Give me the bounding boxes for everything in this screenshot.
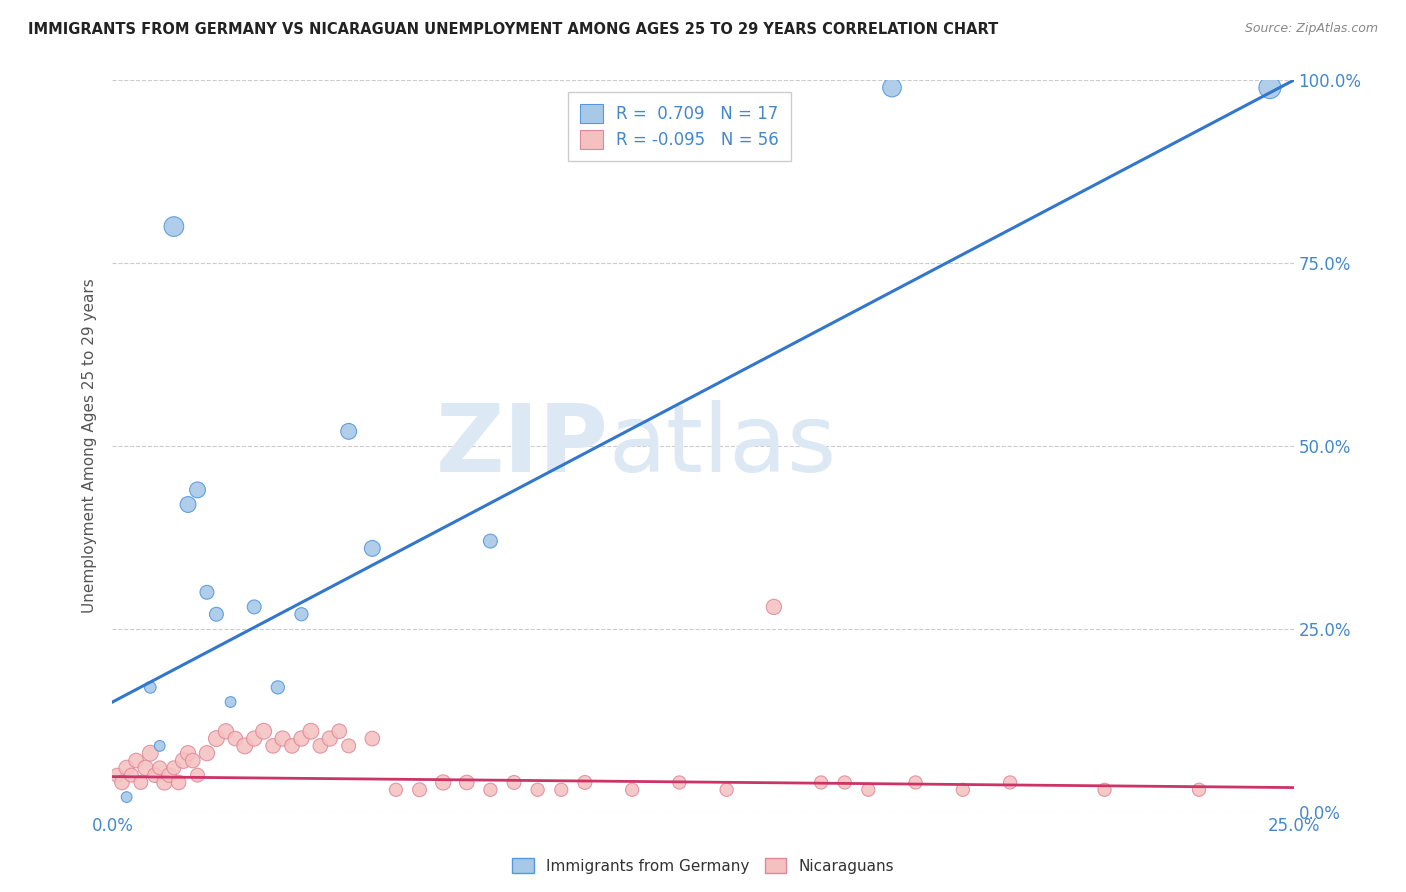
Point: [205, 731, 228, 746]
Point: [281, 739, 304, 753]
Point: [337, 739, 360, 753]
Point: [135, 761, 157, 775]
Point: [762, 599, 785, 614]
Point: [479, 534, 502, 549]
Point: [163, 761, 186, 775]
Point: [149, 739, 172, 753]
Point: [998, 775, 1021, 789]
Point: [290, 731, 312, 746]
Point: [186, 768, 208, 782]
Point: [167, 775, 190, 789]
Point: [574, 775, 596, 789]
Point: [253, 724, 276, 739]
Point: [858, 782, 880, 797]
Legend: R =  0.709   N = 17, R = -0.095   N = 56: R = 0.709 N = 17, R = -0.095 N = 56: [568, 92, 790, 161]
Point: [181, 754, 204, 768]
Point: [125, 754, 148, 768]
Point: [408, 782, 430, 797]
Point: [952, 782, 974, 797]
Point: [177, 498, 200, 512]
Point: [904, 775, 927, 789]
Point: [1094, 782, 1116, 797]
Point: [621, 782, 644, 797]
Point: [290, 607, 312, 622]
Point: [243, 599, 266, 614]
Point: [810, 775, 832, 789]
Point: [1258, 80, 1281, 95]
Point: [328, 724, 350, 739]
Point: [834, 775, 856, 789]
Point: [262, 739, 284, 753]
Point: [215, 724, 238, 739]
Point: [139, 681, 162, 695]
Point: [456, 775, 478, 789]
Point: [526, 782, 548, 797]
Point: [309, 739, 332, 753]
Point: [271, 731, 294, 746]
Point: [163, 219, 186, 234]
Point: [120, 768, 142, 782]
Point: [267, 681, 290, 695]
Legend: Immigrants from Germany, Nicaraguans: Immigrants from Germany, Nicaraguans: [506, 852, 900, 880]
Point: [479, 782, 502, 797]
Point: [716, 782, 738, 797]
Point: [195, 585, 218, 599]
Point: [668, 775, 690, 789]
Point: [299, 724, 322, 739]
Point: [243, 731, 266, 746]
Point: [880, 80, 903, 95]
Point: [115, 790, 138, 805]
Point: [149, 761, 172, 775]
Point: [172, 754, 194, 768]
Point: [143, 768, 166, 782]
Point: [111, 775, 134, 789]
Text: ZIP: ZIP: [436, 400, 609, 492]
Point: [219, 695, 242, 709]
Point: [385, 782, 408, 797]
Point: [205, 607, 228, 622]
Point: [115, 761, 138, 775]
Point: [1188, 782, 1211, 797]
Y-axis label: Unemployment Among Ages 25 to 29 years: Unemployment Among Ages 25 to 29 years: [82, 278, 97, 614]
Point: [550, 782, 572, 797]
Point: [319, 731, 342, 746]
Point: [157, 768, 180, 782]
Point: [432, 775, 454, 789]
Point: [361, 731, 384, 746]
Point: [503, 775, 526, 789]
Point: [177, 746, 200, 760]
Point: [233, 739, 256, 753]
Point: [139, 746, 162, 760]
Text: atlas: atlas: [609, 400, 837, 492]
Text: Source: ZipAtlas.com: Source: ZipAtlas.com: [1244, 22, 1378, 36]
Point: [129, 775, 152, 789]
Point: [186, 483, 208, 497]
Point: [105, 768, 128, 782]
Point: [337, 425, 360, 439]
Point: [153, 775, 176, 789]
Point: [361, 541, 384, 556]
Point: [195, 746, 218, 760]
Point: [224, 731, 246, 746]
Text: IMMIGRANTS FROM GERMANY VS NICARAGUAN UNEMPLOYMENT AMONG AGES 25 TO 29 YEARS COR: IMMIGRANTS FROM GERMANY VS NICARAGUAN UN…: [28, 22, 998, 37]
